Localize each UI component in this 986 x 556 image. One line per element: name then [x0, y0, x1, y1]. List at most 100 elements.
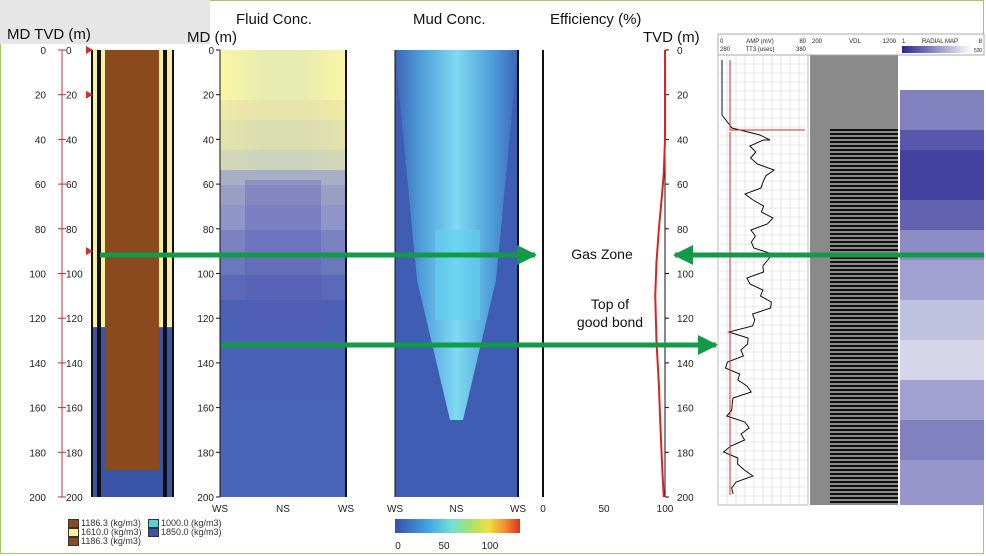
tvd-tick-label: 120 [66, 314, 83, 325]
fluid-heatmap-row [220, 330, 346, 400]
tvd-tick-label: 160 [66, 404, 83, 415]
fluid-heatmap-row [220, 185, 346, 205]
fluid-heatmap-row [220, 275, 346, 300]
eff-y-tick-label: 120 [677, 314, 694, 325]
fluid-x-tick-label: WS [212, 504, 228, 515]
top-bond-label-2: good bond [576, 314, 644, 330]
eff-x-tick-label: 50 [598, 504, 610, 515]
legend-label: 1610.0 (kg/m3) [81, 527, 142, 538]
casing-left [97, 50, 101, 497]
fluid-heatmap-row [220, 400, 346, 497]
depth-marker [86, 90, 93, 99]
amp-min: 0 [720, 39, 724, 45]
amp-label: AMP (mV) [746, 39, 774, 45]
efficiency-title: Efficiency (%) [550, 11, 642, 28]
legend-item: 1186.3 (kg/m3) [68, 519, 142, 529]
colorbar-tick-label: 0 [395, 541, 401, 552]
mud-x-tick-label: NS [450, 504, 464, 515]
mud-heatmap-hot [435, 230, 480, 320]
tvd-tick-label: 140 [66, 359, 83, 370]
legend-label: 1186.3 (kg/m3) [81, 536, 141, 547]
header-bar [0, 0, 210, 44]
eff-x-tick-label: 100 [657, 504, 674, 515]
radial-label: RADIAL MAP [922, 39, 958, 45]
radial-band [900, 130, 984, 150]
legend-swatch [148, 519, 159, 529]
fluid-heatmap-row [220, 205, 346, 230]
eff-y-tick-label: 40 [677, 135, 689, 146]
radial-header-bar [902, 46, 972, 53]
md-tvd-title: MD TVD (m) [7, 26, 91, 43]
colorbar-tick-label: 100 [482, 541, 499, 552]
tt3-curve [729, 60, 805, 495]
tt3-label: TT3 (usec) [745, 47, 774, 53]
legend-item: 1186.3 (kg/m3) [68, 536, 142, 547]
radial-band [900, 150, 984, 200]
md-tick-label: 200 [29, 493, 46, 504]
radial-band [900, 460, 984, 505]
tt3-max: 380 [796, 47, 807, 53]
annotation-arrows [100, 245, 984, 355]
fluid-y-tick-label: 180 [197, 448, 214, 459]
tvd-tick-label: 180 [66, 448, 83, 459]
radial-min: 1 [902, 39, 906, 45]
md-tick-label: 120 [29, 314, 46, 325]
md-tick-label: 180 [29, 448, 46, 459]
radial-band [900, 300, 984, 340]
md-tick-label: 0 [40, 46, 46, 57]
gas-zone-label: Gas Zone [552, 246, 652, 262]
radial-sub-max: 0 [979, 48, 982, 54]
md-tick-label: 80 [35, 225, 47, 236]
top-bond-label-1: Top of [590, 296, 630, 312]
legend-swatch [68, 519, 79, 529]
fluid-x-tick-label: WS [338, 504, 354, 515]
md-tick-label: 20 [35, 91, 47, 102]
legend-swatch [68, 537, 79, 547]
tvd-tick-label: 200 [66, 493, 83, 504]
hole-wall-right [172, 50, 174, 497]
vdl-max: 1200 [883, 39, 897, 45]
fluid-y-tick-label: 60 [203, 180, 215, 191]
mud-x-tick-label: WS [387, 504, 403, 515]
fluid-y-tick-label: 200 [197, 493, 214, 504]
casing-fluid-mud [105, 50, 159, 471]
fluid-y-tick-label: 100 [197, 270, 214, 281]
eff-y-tick-label: 0 [677, 46, 683, 57]
tvd-tick-label: 20 [66, 91, 78, 102]
fluid-heatmap-row [220, 300, 346, 330]
fluid-y-tick-label: 80 [203, 225, 215, 236]
fluid-heatmap-row [220, 120, 346, 150]
amp-max: 80 [799, 39, 806, 45]
fluid-legend-2: 1000.0 (kg/m3) 1850.0 (kg/m3) [148, 518, 222, 538]
md-tick-label: 40 [35, 135, 47, 146]
casing-right [163, 50, 167, 497]
tvd-tick-label: 40 [66, 135, 78, 146]
casing-fluid-cement [105, 470, 159, 497]
fluid-y-tick-label: 120 [197, 314, 214, 325]
efficiency-panel: 0 50 100 0 20 40 60 80 100 120 140 160 180 200 [540, 46, 694, 515]
depth-marker [86, 46, 93, 54]
colorbar-tick-label: 50 [438, 541, 450, 552]
fluid-y-tick-label: 20 [203, 91, 215, 102]
amplitude-curve [721, 60, 776, 495]
legend-label: 1000.0 (kg/m3) [161, 518, 222, 528]
legend-label: 1850.0 (kg/m3) [161, 527, 222, 538]
tvd-tick-label: 0 [66, 46, 72, 57]
fluid-heatmap-row [220, 255, 346, 275]
mud-x-tick-label: WS [510, 504, 526, 515]
eff-y-tick-label: 100 [677, 270, 694, 281]
fluid-y-tick-label: 140 [197, 359, 214, 370]
eff-y-tick-label: 20 [677, 91, 689, 102]
fluid-x-tick-label: NS [276, 504, 290, 515]
tvd-tick-label: 100 [66, 270, 83, 281]
md-tick-label: 100 [29, 270, 46, 281]
fluid-heatmap-row [220, 150, 346, 170]
tvd-axis-title: TVD (m) [643, 29, 700, 46]
vdl-min: 200 [812, 39, 823, 45]
eff-y-tick-label: 80 [677, 225, 689, 236]
radial-band [900, 420, 984, 460]
fluid-heatmap-row [220, 170, 346, 185]
